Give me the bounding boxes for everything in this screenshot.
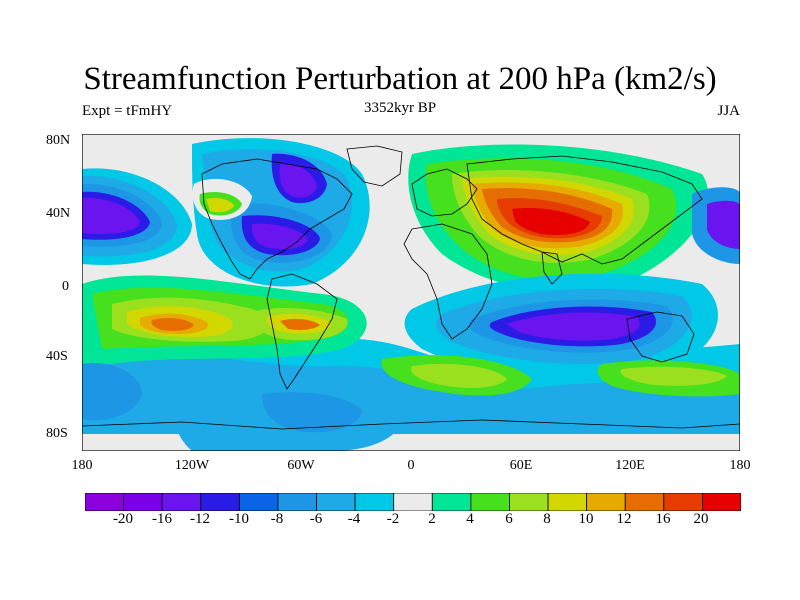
- colorbar-swatch: [85, 493, 124, 511]
- colorbar-label: -4: [347, 511, 361, 527]
- lon-tick-60w: 60W: [287, 458, 315, 473]
- colorbar-swatch: [624, 493, 665, 511]
- streamfunction-map: [82, 134, 740, 451]
- colorbar-swatch: [547, 493, 588, 511]
- colorbar-label: -16: [152, 511, 172, 527]
- colorbar-label: -12: [190, 511, 210, 527]
- lat-tick-80s: 80S: [46, 426, 68, 441]
- colorbar-swatch: [702, 493, 741, 511]
- colorbar-label: 2: [428, 511, 436, 527]
- colorbar-label: -2: [386, 511, 400, 527]
- colorbar-swatch: [586, 493, 626, 511]
- colorbar-label: -10: [229, 511, 249, 527]
- colorbar-label: 12: [616, 511, 632, 527]
- lat-tick-40s: 40S: [46, 349, 68, 364]
- colorbar-swatch: [123, 493, 163, 511]
- colorbar-swatch: [663, 493, 703, 511]
- lon-tick-180w: 180: [71, 458, 93, 473]
- colorbar-swatch: [393, 493, 433, 511]
- colorbar-label: 8: [543, 511, 551, 527]
- lat-tick-0: 0: [62, 279, 69, 294]
- season-label: JJA: [717, 103, 740, 119]
- colorbar: [85, 493, 741, 511]
- lon-tick-60e: 60E: [509, 458, 533, 473]
- time-label: 3352kyr BP: [363, 100, 437, 116]
- colorbar-swatch: [238, 493, 279, 511]
- colorbar-label: 16: [655, 511, 671, 527]
- lon-tick-0: 0: [407, 458, 415, 473]
- colorbar-swatch: [354, 493, 395, 511]
- colorbar-label: 20: [693, 511, 709, 527]
- colorbar-label: 4: [466, 511, 474, 527]
- colorbar-swatch: [200, 493, 240, 511]
- lat-tick-40n: 40N: [46, 206, 71, 221]
- colorbar-swatch: [470, 493, 510, 511]
- coastlines: [82, 145, 740, 430]
- colorbar-label: -8: [270, 511, 284, 527]
- plot-title: Streamfunction Perturbation at 200 hPa (…: [83, 61, 717, 97]
- lon-tick-120e: 120E: [615, 458, 645, 473]
- colorbar-label: -20: [113, 511, 133, 527]
- colorbar-label: -6: [309, 511, 323, 527]
- colorbar-swatch: [161, 493, 202, 511]
- colorbar-label: 10: [578, 511, 594, 527]
- colorbar-swatch: [277, 493, 317, 511]
- contour-fills: [82, 138, 740, 451]
- lat-tick-80n: 80N: [46, 133, 71, 148]
- lon-tick-180e: 180: [729, 458, 751, 473]
- experiment-label: Expt = tFmHY: [82, 103, 173, 119]
- colorbar-swatch: [431, 493, 472, 511]
- colorbar-swatch: [316, 493, 356, 511]
- lon-tick-120w: 120W: [174, 458, 210, 473]
- colorbar-label: 6: [505, 511, 513, 527]
- colorbar-swatch: [509, 493, 549, 511]
